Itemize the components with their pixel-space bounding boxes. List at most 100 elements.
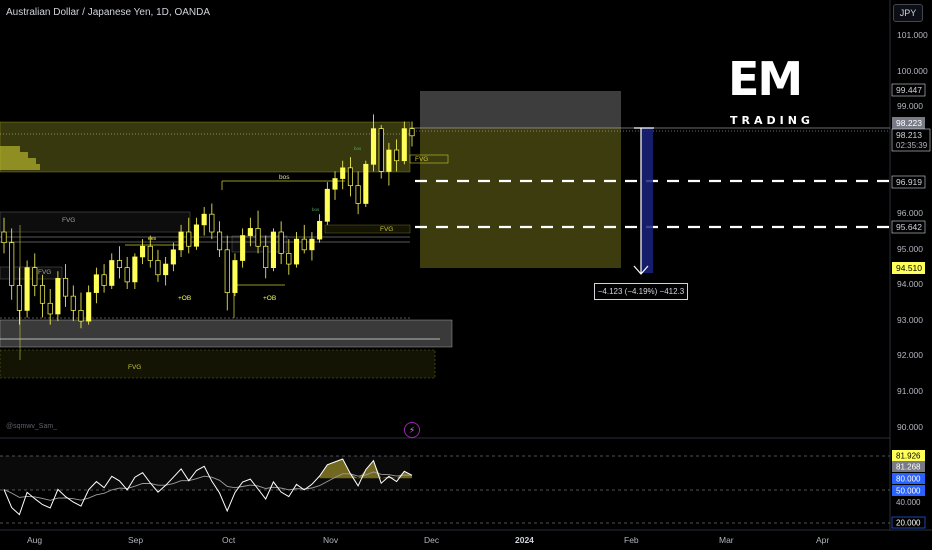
candle-body [293,238,300,265]
candle-body [270,231,276,268]
candle-body [301,238,307,251]
countdown: 02:35:39 [896,141,928,150]
volume-profile-bar [0,164,40,170]
y-tick: 100.000 [897,66,928,76]
candle-body [178,231,184,251]
candle-body [163,263,169,276]
supply-zone [0,121,411,173]
price-label: 99.447 [896,85,922,95]
volume-profile-bar [0,146,20,152]
candle-body [170,249,176,265]
rsi-signal-line [3,471,413,501]
rsi-label-bg [891,516,926,529]
x-tick: Apr [816,535,829,545]
price-label-bg [892,117,925,129]
candle-body [240,235,246,261]
bos-label-small: bos [354,146,362,151]
candle-body [132,256,138,283]
bos-label-small: bos [312,207,320,212]
lightning-icon[interactable]: ⚡ [404,422,420,438]
fvg-label: FVG [380,226,393,233]
candle-body [116,260,123,268]
x-tick: Mar [719,535,734,545]
candle-body [255,228,261,247]
rsi-label: 50.000 [896,487,921,496]
time-axis[interactable]: Aug Sep Oct Nov Dec 2024 Feb Mar Apr [27,535,829,545]
logo-subtitle: TRADING [730,114,814,127]
price-label: 96.919 [896,177,922,187]
volume-profile-bar [0,152,28,158]
candle-body [93,274,99,293]
y-tick: 101.000 [897,30,928,40]
volume-profile-bar [0,158,36,164]
candle-body [1,231,7,244]
x-tick: 2024 [515,535,534,545]
y-tick: 90.000 [897,422,923,432]
candle-body [155,260,161,276]
y-tick: 92.000 [897,350,923,360]
candle-body [47,302,53,315]
candle-body [24,267,30,311]
x-tick: Sep [128,535,143,545]
bos-label: bos [279,174,290,181]
candle-body [9,242,15,286]
rsi-label: 81.926 [896,452,921,461]
y-tick: 95.000 [897,244,923,254]
x-tick: Aug [27,535,42,545]
candle-body [232,260,238,293]
candle-body [201,213,207,226]
price-axis[interactable]: 101.000 100.000 99.000 96.000 95.000 94.… [897,30,928,432]
candle-body [224,249,230,293]
y-tick: 96.000 [897,208,923,218]
demand-zone [0,319,453,348]
current-price-bg [891,128,931,152]
rsi-label: 80.000 [896,475,921,484]
candle-body [140,245,146,258]
author-watermark: @sqmwv_Sam_ [6,423,58,430]
price-label-bg [891,83,926,97]
candle-body [16,285,22,311]
projection-box-top [420,91,621,128]
price-label-bg [891,175,926,189]
candle-body [86,292,92,322]
measure-arrow [633,265,649,275]
fvg-zone [324,224,411,234]
currency-button[interactable]: JPY [893,4,923,22]
fvg-zone [0,349,436,379]
candle-body [186,231,192,247]
candle-body [101,274,107,286]
x-tick: Dec [424,535,440,545]
candle-body [263,245,269,268]
rsi-label: 81.268 [896,463,921,472]
candle-body [355,185,361,204]
ob-label: +OB [178,295,191,302]
candle-body [378,128,384,172]
fvg-label: FVG [128,364,141,371]
candle-body [216,231,223,251]
candle-body [209,213,215,233]
rsi-label-bg [892,485,925,496]
fvg-label: FVG [415,156,428,163]
candle-body [409,128,415,137]
fvg-label: FVG [62,217,75,224]
candlestick-series [1,114,415,329]
candle-body [386,149,392,172]
ob-label: +OB [263,295,276,302]
rsi-line [3,458,413,516]
y-tick: 93.000 [897,315,923,325]
rsi-label-bg [892,473,925,484]
candle-body [347,167,353,187]
logo-mark: EM [728,52,803,106]
measure-label: −4.123 (−4.19%) −412.3 [594,283,688,300]
symbol-title[interactable]: Australian Dollar / Japanese Yen, 1D, OA… [6,7,210,18]
y-tick: 99.000 [897,101,923,111]
candle-body [70,295,76,311]
rsi-label-bg [892,450,925,461]
candle-body [124,267,130,283]
candle-body [147,245,153,261]
price-label: 95.642 [896,222,922,232]
x-tick: Oct [222,535,236,545]
x-tick: Feb [624,535,639,545]
candle-body [317,220,323,240]
